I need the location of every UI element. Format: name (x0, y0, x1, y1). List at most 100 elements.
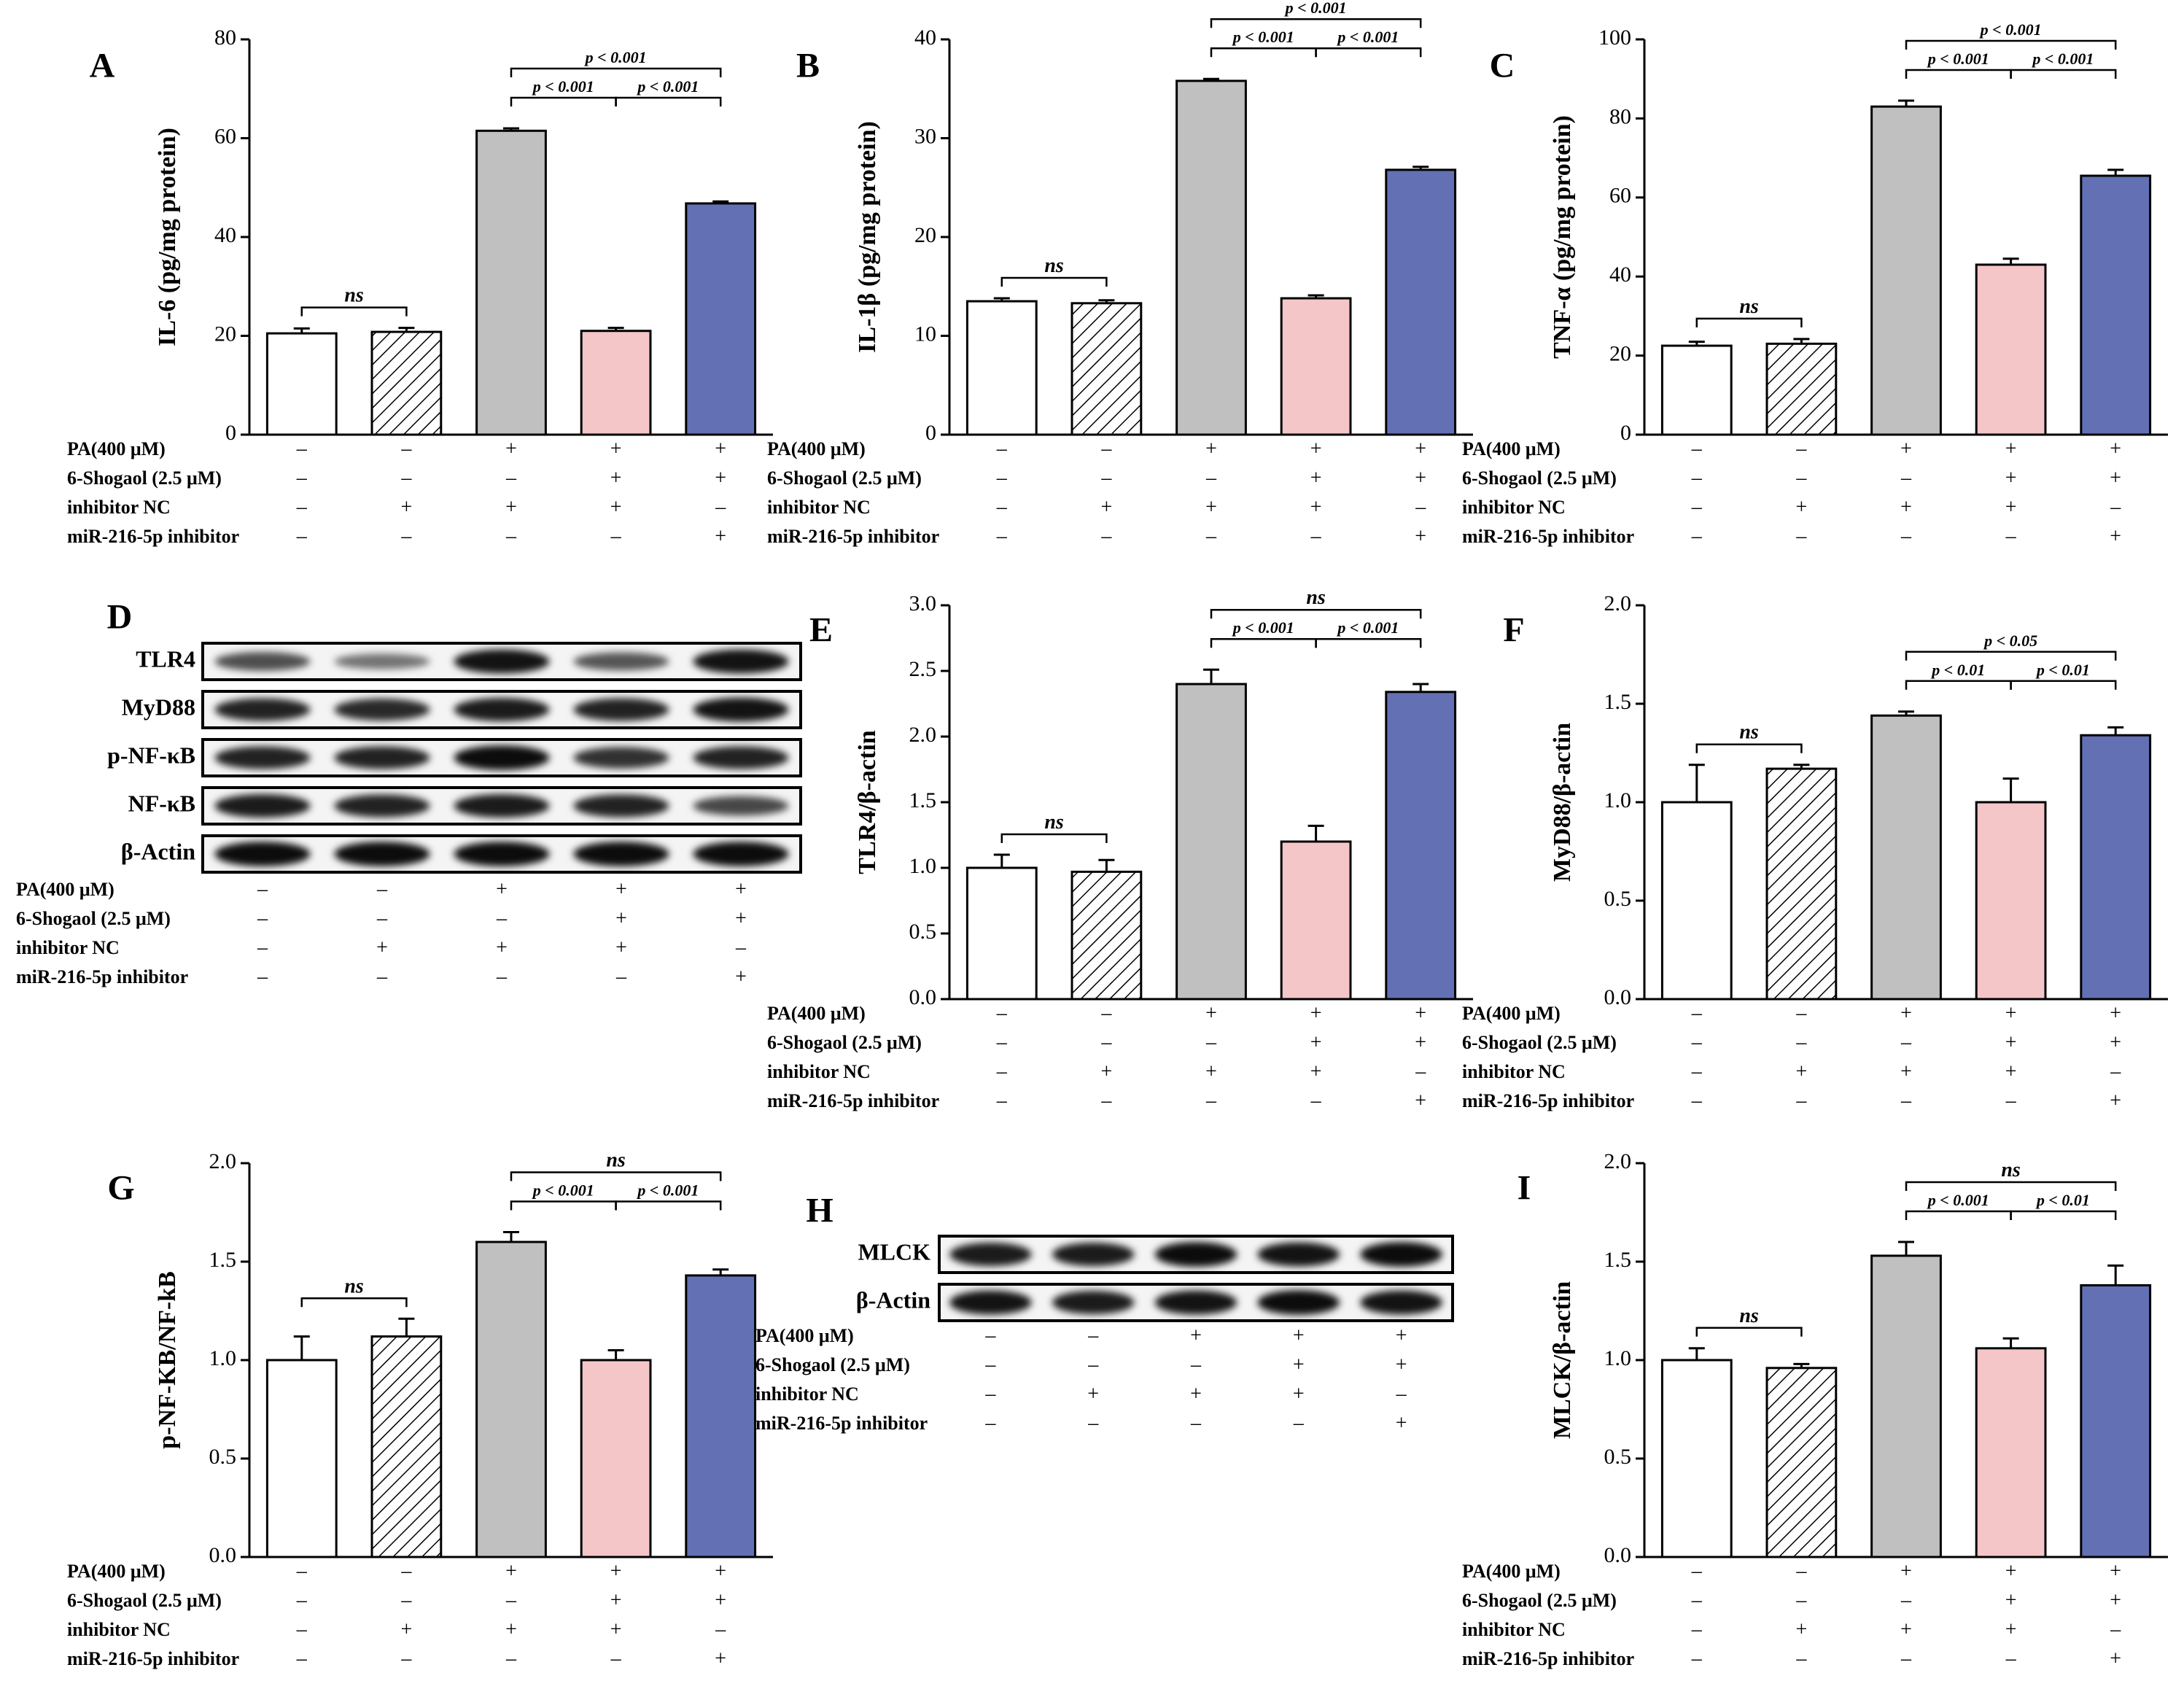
condition-label: 6-Shogaol (2.5 μM) (767, 1032, 922, 1053)
condition-sign: – (400, 1647, 412, 1670)
bar-chart-g: G 0.0 0.5 1.0 1.5 2.0 p-NF-KB/NF-kB ns p < 0.001… (67, 1149, 773, 1670)
condition-sign: + (1900, 1002, 1912, 1025)
condition-sign: – (715, 496, 726, 519)
condition-sign: + (715, 438, 726, 460)
y-axis-title: IL-6 (pg/mg protein) (154, 128, 181, 346)
significance-bracket (1905, 69, 2012, 79)
condition-sign: + (610, 467, 622, 489)
condition-label: inhibitor NC (67, 1619, 171, 1640)
condition-sign: + (1190, 1383, 1202, 1405)
condition-sign: + (1796, 496, 1808, 519)
blot-band (214, 698, 311, 721)
blot-band (214, 842, 311, 866)
condition-label: inhibitor NC (755, 1383, 859, 1405)
blot-row-label: β-Actin (121, 838, 195, 864)
condition-label: miR-216-5p inhibitor (1462, 526, 1634, 547)
significance-bracket (1905, 680, 2012, 690)
condition-label: inhibitor NC (1462, 1061, 1566, 1082)
y-axis-title: p-NF-KB/NF-kB (154, 1271, 181, 1449)
condition-sign: + (1900, 496, 1912, 519)
y-tick-label: 3.0 (909, 591, 937, 616)
y-tick-label: 100 (1598, 26, 1631, 50)
significance-bracket (510, 1171, 722, 1181)
bar (1765, 1367, 1838, 1558)
condition-sign: + (1310, 467, 1322, 489)
condition-label: 6-Shogaol (2.5 μM) (767, 467, 922, 489)
significance-bracket (510, 1200, 617, 1211)
condition-sign: – (1190, 1412, 1202, 1434)
y-tick-label: 0.0 (909, 985, 937, 1009)
condition-sign: – (1190, 1354, 1202, 1376)
condition-sign: – (496, 907, 508, 930)
significance-label: ns (1306, 586, 1326, 609)
y-tick-label: 0.5 (209, 1445, 237, 1469)
y-tick-label: 40 (214, 223, 236, 247)
condition-sign: + (1415, 525, 1426, 548)
bar-chart-e: E 0.0 0.5 1.0 1.5 2.0 2.5 3.0 TLR4/β-actin ns p < … (767, 586, 1473, 1112)
significance-bracket (300, 1297, 408, 1308)
bar-chart-f: F 0.0 0.5 1.0 1.5 2.0 MyD88/β-actin ns p < 0.01 p… (1462, 591, 2168, 1112)
blot-band (693, 697, 789, 722)
condition-sign: + (2005, 1589, 2017, 1612)
condition-sign: + (1415, 1031, 1426, 1054)
blot-band (454, 697, 550, 722)
significance-bracket (1905, 39, 2117, 50)
blot-band (1360, 1242, 1442, 1267)
y-tick-label: 80 (214, 26, 236, 50)
condition-sign: + (1396, 1412, 1407, 1434)
y-tick-label: 1.0 (1604, 1346, 1632, 1370)
bar (965, 300, 1038, 436)
panel-letter: I (1517, 1169, 1531, 1208)
blot-band (454, 745, 550, 770)
condition-sign: – (296, 1647, 308, 1670)
condition-sign: + (735, 878, 747, 901)
significance-bracket (1210, 18, 1422, 28)
condition-sign: – (1795, 1560, 1807, 1583)
bar (1660, 344, 1733, 436)
significance-bracket (1905, 1181, 2117, 1191)
condition-label: miR-216-5p inhibitor (1462, 1648, 1634, 1669)
significance-bracket (1695, 743, 1803, 753)
condition-sign: + (2110, 438, 2121, 460)
significance-bracket (2010, 1210, 2117, 1220)
condition-sign: + (401, 496, 413, 519)
y-tick-label: 60 (214, 124, 236, 148)
y-tick-label: 1.5 (209, 1248, 237, 1272)
condition-label: miR-216-5p inhibitor (1462, 1090, 1634, 1111)
condition-label: inhibitor NC (1462, 497, 1566, 518)
bar-chart-b: B 0 10 20 30 40 IL-1β (pg/mg protein) ns p < 0.0… (767, 0, 1473, 548)
condition-sign: – (1795, 525, 1807, 548)
condition-sign: + (2005, 467, 2017, 489)
y-axis-title: MyD88/β-actin (1549, 723, 1576, 882)
condition-sign: – (2005, 1647, 2017, 1670)
condition-sign: – (505, 467, 517, 489)
condition-sign: – (996, 1090, 1008, 1112)
condition-sign: – (735, 936, 747, 959)
significance-label: ns (2001, 1159, 2021, 1181)
condition-sign: – (1100, 525, 1112, 548)
significance-bracket (300, 306, 408, 317)
significance-bracket (2010, 69, 2117, 79)
condition-sign: + (2110, 1002, 2121, 1025)
blot-row-label: NF-κB (128, 790, 195, 816)
bar (1765, 767, 1838, 1001)
y-tick-label: 60 (1609, 184, 1631, 208)
condition-sign: – (1795, 467, 1807, 489)
blot-band (334, 698, 430, 721)
condition-sign: + (1293, 1354, 1305, 1376)
condition-sign: + (610, 1560, 622, 1583)
bar (1385, 168, 1457, 436)
condition-sign: + (615, 907, 627, 930)
bar (1975, 1347, 2047, 1558)
condition-sign: – (296, 467, 308, 489)
condition-sign: + (715, 1589, 726, 1612)
condition-sign: – (2005, 1090, 2017, 1112)
condition-sign: – (1691, 1090, 1703, 1112)
condition-sign: – (1795, 438, 1807, 460)
y-tick-label: 0.0 (209, 1543, 237, 1567)
condition-sign: + (1415, 1002, 1426, 1025)
condition-sign: – (1900, 1647, 1912, 1670)
condition-sign: + (1310, 1060, 1322, 1083)
condition-sign: + (610, 438, 622, 460)
condition-sign: – (257, 936, 268, 959)
